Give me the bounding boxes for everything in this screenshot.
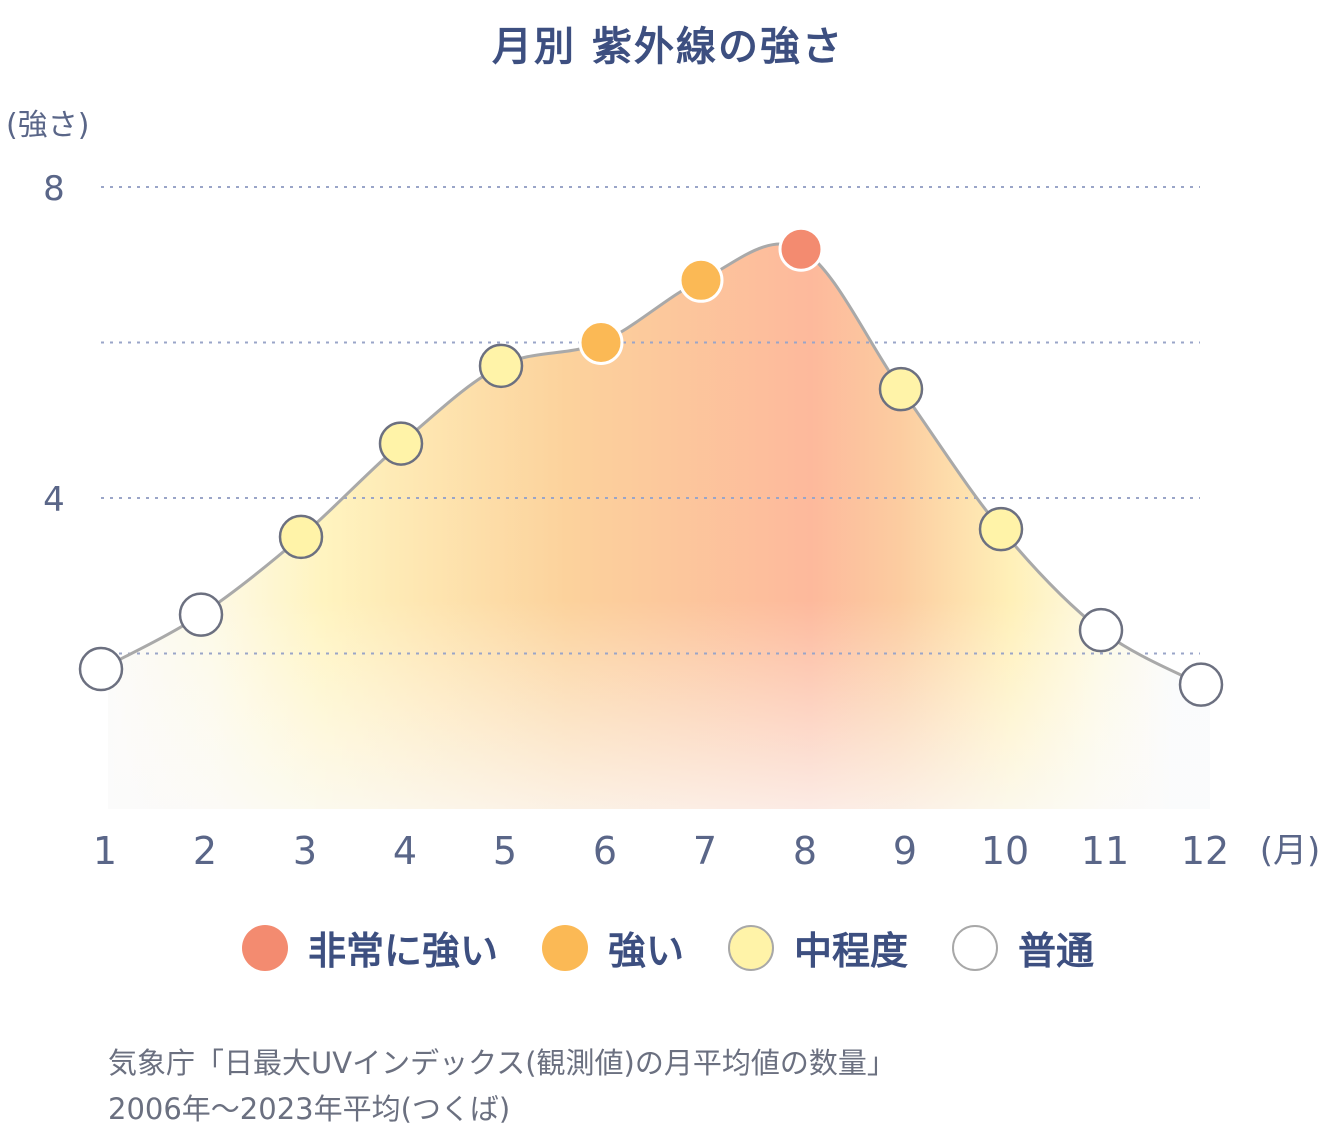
x-tick-label: 5 <box>493 829 517 873</box>
source-note: 気象庁「日最大UVインデックス(観測値)の月平均値の数量」 2006年〜2023… <box>108 1040 896 1132</box>
data-point <box>78 646 124 692</box>
x-tick-label: 9 <box>893 829 917 873</box>
chart-title: 月別 紫外線の強さ <box>492 24 844 70</box>
source-line-1: 気象庁「日最大UVインデックス(観測値)の月平均値の数量」 <box>108 1046 896 1080</box>
y-tick-label: 8 <box>43 169 65 209</box>
data-point <box>778 226 824 272</box>
data-point <box>178 592 224 637</box>
legend-label: 非常に強い <box>307 929 498 973</box>
legend: 非常に強い 強い 中程度 普通 <box>0 920 1336 975</box>
legend-swatch <box>241 924 288 971</box>
x-tick-label: 2 <box>193 829 217 873</box>
x-tick-label: 11 <box>1081 829 1129 873</box>
legend-swatch <box>728 924 774 971</box>
x-tick-label: 3 <box>293 829 317 873</box>
data-point <box>978 506 1024 552</box>
x-axis-label: (月) <box>1260 831 1321 871</box>
data-point <box>878 366 924 412</box>
chart-plot: 841 2 3 4 5 6 7 8 9 10 11 12 (月) <box>43 169 1321 873</box>
data-point <box>1078 607 1124 653</box>
x-tick-label: 6 <box>593 829 617 873</box>
x-tick-label: 12 <box>1181 829 1229 873</box>
legend-label: 普通 <box>1018 929 1095 973</box>
data-point <box>278 514 324 560</box>
x-tick-label: 1 <box>93 829 117 873</box>
legend-item-very-strong: 非常に強い <box>241 920 498 975</box>
legend-item-normal: 普通 <box>952 920 1094 975</box>
x-tick-label: 4 <box>393 829 417 873</box>
y-axis-label: (強さ) <box>6 108 90 143</box>
legend-swatch <box>541 924 588 971</box>
data-point <box>578 320 624 365</box>
y-tick-label: 4 <box>43 480 65 520</box>
data-point <box>1178 662 1224 707</box>
data-point <box>378 421 424 466</box>
legend-item-moderate: 中程度 <box>728 920 908 975</box>
source-line-2: 2006年〜2023年平均(つくば) <box>108 1092 511 1126</box>
legend-item-strong: 強い <box>541 920 684 975</box>
legend-label: 強い <box>607 929 684 973</box>
data-point <box>478 343 524 389</box>
legend-swatch <box>952 924 999 971</box>
data-point <box>678 257 724 303</box>
x-tick-label: 8 <box>793 829 817 873</box>
x-tick-label: 7 <box>693 829 717 873</box>
legend-label: 中程度 <box>794 929 909 973</box>
x-tick-label: 10 <box>981 829 1029 873</box>
area-fade <box>101 243 1210 810</box>
